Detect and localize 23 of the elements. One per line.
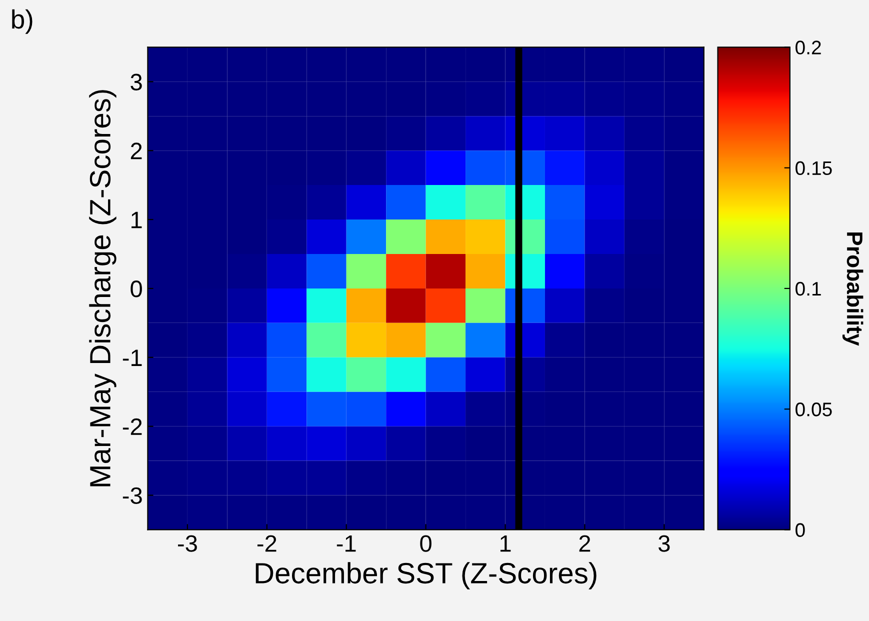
y-tick-label: 2 [130, 142, 142, 160]
y-tick-label: 1 [132, 212, 142, 228]
x-tick-label: -2 [257, 535, 276, 552]
y-tick-label: -2 [122, 418, 142, 435]
color-bar-label: 0.15 [796, 161, 832, 176]
x-tick-label: -1 [336, 535, 356, 552]
y-tick-label: -3 [122, 487, 142, 504]
x-tick-label: 0 [420, 535, 432, 552]
y-tick-label: 3 [130, 74, 142, 90]
text: b) [12, 9, 32, 34]
x-axis-title: December SST (Z-Scores) [256, 562, 596, 590]
y-tick-label: 0 [130, 280, 142, 298]
x-tick-label: -3 [178, 535, 197, 552]
color-bar-label: 0.1 [796, 282, 821, 296]
y-axis-title: Mar-May Discharge (Z-Scores) [89, 90, 116, 486]
color-bar-label: 0.05 [796, 402, 832, 416]
x-tick-label: 3 [658, 535, 670, 552]
y-tick-label: -1 [122, 350, 142, 366]
x-tick-label: 2 [579, 535, 590, 552]
color-bar-label: 0.2 [796, 40, 821, 54]
color-bar-label: 0 [796, 523, 805, 537]
x-tick-label: 1 [500, 535, 511, 552]
color-bar-title: Probability [842, 232, 864, 346]
